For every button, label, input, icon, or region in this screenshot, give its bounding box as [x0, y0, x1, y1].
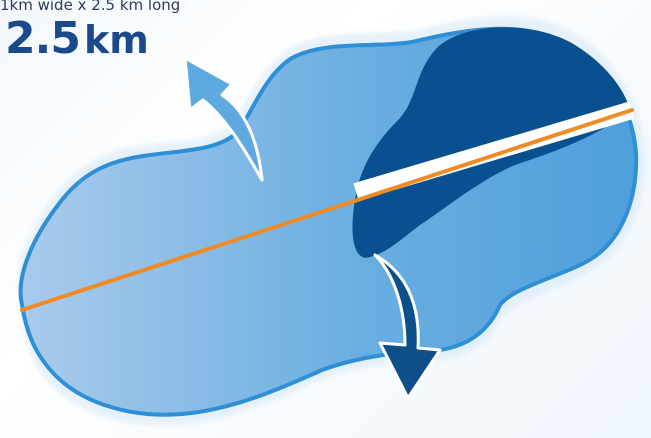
curved-arrow-up-left-icon: [183, 56, 264, 182]
length-measurement-line: [20, 108, 634, 312]
length-measurement: 2.5 km: [5, 17, 149, 61]
lake-dimensions-subtitle: 1km wide x 2.5 km long: [0, 0, 181, 14]
curved-arrow-down-icon: [373, 253, 442, 400]
length-unit: km: [83, 18, 149, 62]
length-value: 2.5: [5, 13, 81, 64]
